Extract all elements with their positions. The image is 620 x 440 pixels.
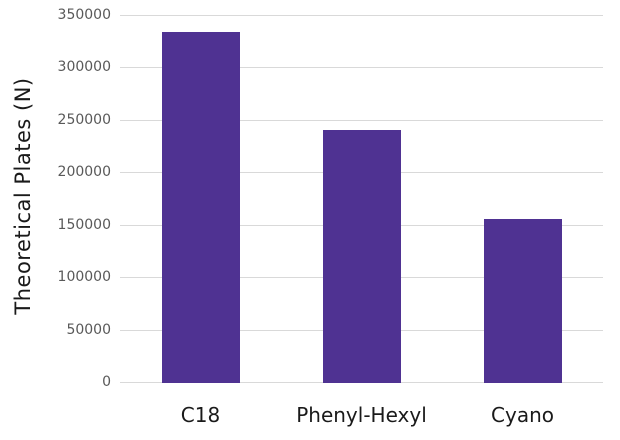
y-tick-label: 0 bbox=[102, 374, 111, 390]
y-tick-label: 150000 bbox=[57, 216, 111, 233]
y-tick-label: 300000 bbox=[57, 59, 111, 76]
y-tick-label: 350000 bbox=[57, 7, 111, 23]
gridline bbox=[120, 119, 603, 121]
y-tick-label: 200000 bbox=[57, 164, 111, 181]
y-tick-label: 100000 bbox=[57, 269, 111, 286]
x-axis-label-c18: C18 bbox=[180, 403, 221, 427]
bars-group bbox=[120, 15, 603, 383]
plot-area bbox=[120, 15, 603, 383]
x-axis-labels: C18 Phenyl-Hexyl Cyano bbox=[120, 403, 603, 427]
bar-c18 bbox=[161, 31, 240, 383]
bar-slot bbox=[281, 15, 442, 383]
bar-cyano bbox=[483, 219, 562, 383]
bar-phenyl-hexyl bbox=[322, 130, 401, 383]
bar-slot bbox=[120, 15, 281, 383]
y-tick-label: 50000 bbox=[66, 321, 111, 338]
x-axis-label-cyano: Cyano bbox=[491, 403, 554, 427]
gridline bbox=[120, 15, 603, 16]
gridline bbox=[120, 67, 603, 69]
y-tick-label: 250000 bbox=[57, 111, 111, 128]
bar-slot bbox=[442, 15, 603, 383]
y-axis-tick-labels: 350000 300000 250000 200000 150000 10000… bbox=[0, 7, 111, 390]
x-axis-label-phenyl-hexyl: Phenyl-Hexyl bbox=[296, 403, 427, 427]
